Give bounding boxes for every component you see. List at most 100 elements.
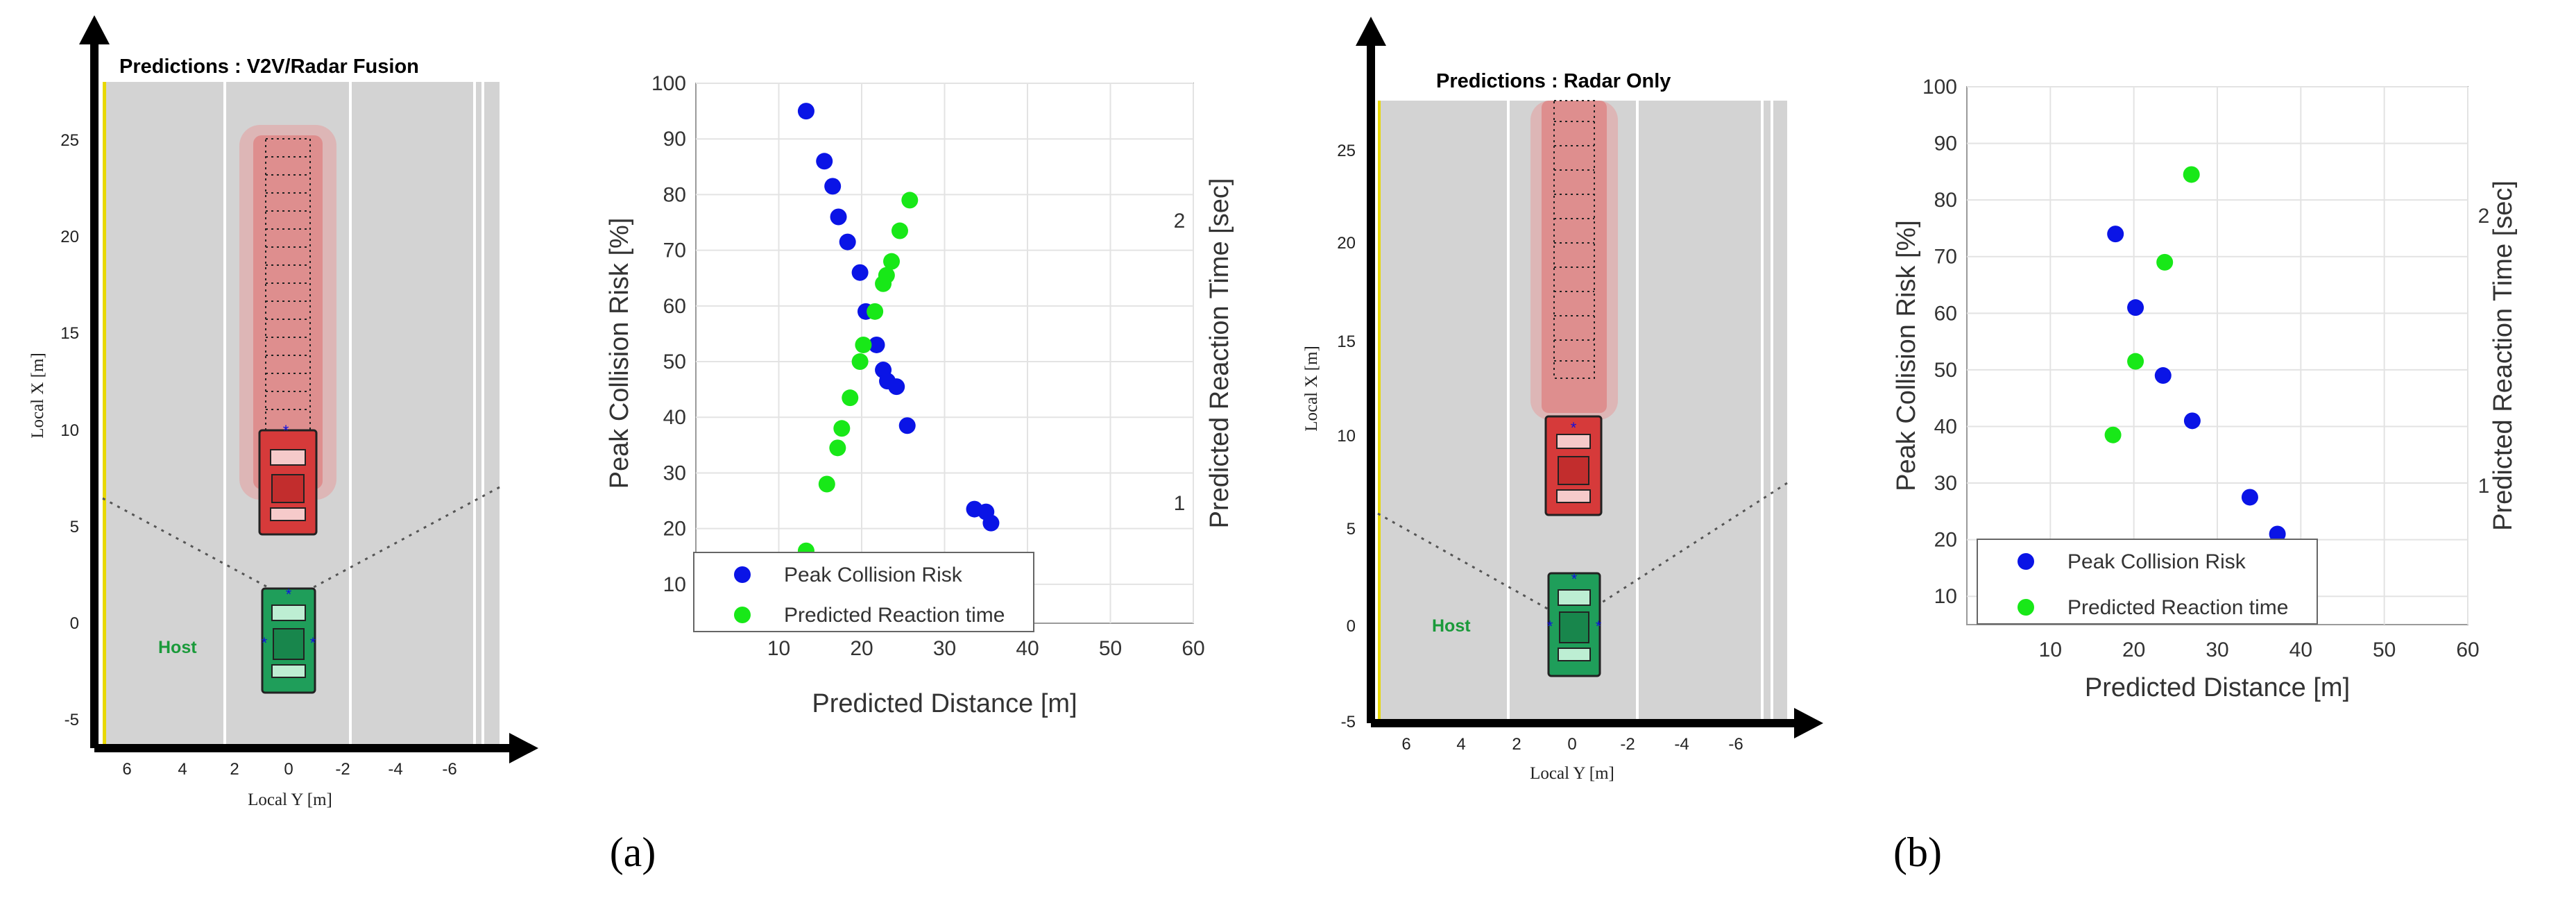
y-tick-label: 80 xyxy=(663,183,686,206)
x-axis-label: Local Y [m] xyxy=(248,790,332,809)
data-point-reaction xyxy=(833,420,851,437)
host-label: Host xyxy=(1432,616,1471,636)
data-point-risk xyxy=(851,264,869,281)
x-tick-label: 60 xyxy=(2456,638,2479,661)
x-axis-label: Predicted Distance [m] xyxy=(2085,673,2350,702)
x-tick-label: 2 xyxy=(230,760,239,779)
y-axis-label: Local X [m] xyxy=(28,353,47,439)
x-tick-label: -2 xyxy=(335,760,350,779)
y-axis-arrowhead xyxy=(1356,17,1386,46)
data-point-risk xyxy=(830,208,847,226)
y-tick-label: 80 xyxy=(1934,189,1957,212)
y-tick-label: 15 xyxy=(60,324,79,343)
data-point-risk xyxy=(839,233,856,251)
legend-label: Peak Collision Risk xyxy=(2067,550,2246,573)
lane-line xyxy=(1761,101,1764,723)
y-axis-label: Peak Collision Risk [%] xyxy=(605,218,634,489)
y-tick-label: 10 xyxy=(1934,585,1957,608)
y-tick-label: 40 xyxy=(1934,415,1957,438)
scatter-chart-a: 10 20 30 40 50 60 10 20 30 40 50 60 70 80 90 100 1 2 Predi… xyxy=(605,72,1234,718)
data-point-risk xyxy=(2241,489,2258,506)
x-tick-label: 0 xyxy=(284,760,293,779)
y2-axis-label: Predicted Reaction Time [sec] xyxy=(2489,180,2518,531)
legend-marker xyxy=(734,607,751,623)
lane-line xyxy=(473,82,476,751)
target-vehicle: * xyxy=(258,422,318,536)
road-edge-left xyxy=(103,82,106,751)
road-edge-left xyxy=(1378,101,1381,723)
legend-label: Predicted Reaction time xyxy=(784,604,1005,627)
y-tick-label: 50 xyxy=(1934,359,1957,382)
y-tick-label: 20 xyxy=(663,518,686,541)
data-point-reaction xyxy=(2156,253,2174,271)
x-axis-label: Local Y [m] xyxy=(1530,764,1614,783)
data-point-reaction xyxy=(829,439,846,457)
x-tick-label: 6 xyxy=(1401,735,1410,754)
y-tick-label: 60 xyxy=(1934,302,1957,325)
data-point-reaction xyxy=(855,336,872,353)
x-tick-label: 50 xyxy=(1099,637,1122,660)
lane-line xyxy=(1771,101,1773,723)
y-tick-label: 20 xyxy=(1934,529,1957,552)
data-point-risk xyxy=(2154,367,2172,384)
y-tick-label: 60 xyxy=(663,295,686,318)
host-label: Host xyxy=(158,638,197,657)
x-tick-label: 2 xyxy=(1512,735,1521,754)
legend-box xyxy=(693,552,1034,632)
prediction-trail xyxy=(1530,100,1618,420)
x-tick-label: 30 xyxy=(2206,638,2228,661)
x-axis-label: Predicted Distance [m] xyxy=(812,689,1077,718)
y-tick-label: 0 xyxy=(70,614,79,633)
y-tick-label: 10 xyxy=(663,573,686,596)
x-tick-label: 30 xyxy=(933,637,956,660)
y-tick-label: 30 xyxy=(1934,472,1957,495)
data-point-risk xyxy=(2107,226,2124,243)
x-tick-label: -6 xyxy=(442,760,457,779)
scatter-chart-b: 10 20 30 40 50 6010203040506070809010012Predi… xyxy=(1892,76,2518,702)
lane-line xyxy=(481,82,484,751)
y-axis-arrowhead xyxy=(79,15,110,44)
y-tick-label: 90 xyxy=(663,128,686,151)
data-point-reaction xyxy=(878,267,895,284)
x-tick-label: 0 xyxy=(1567,735,1576,754)
data-point-risk xyxy=(816,153,833,170)
x-ticks: 6 4 2 0 -2 -4 -6 xyxy=(1401,735,1743,754)
x-tick-label: 10 xyxy=(767,637,790,660)
data-point-risk xyxy=(2183,412,2201,430)
svg-text:*: * xyxy=(283,422,289,439)
data-point-risk xyxy=(824,178,842,195)
x-tick-label: 10 xyxy=(2039,638,2062,661)
svg-text:*: * xyxy=(310,634,316,652)
y-tick-label: 20 xyxy=(1337,234,1356,253)
sensor-fov-line xyxy=(1377,512,1562,618)
x-tick-label: -6 xyxy=(1728,735,1743,754)
data-point-risk xyxy=(797,103,814,120)
data-point-reaction xyxy=(2104,426,2122,443)
lane-line xyxy=(223,82,226,751)
data-point-risk xyxy=(898,417,916,434)
y-tick-label: 10 xyxy=(1337,427,1356,446)
y-tick-label: 0 xyxy=(1347,617,1356,636)
svg-text:*: * xyxy=(286,586,292,603)
y-tick-label: 70 xyxy=(1934,246,1957,269)
y2-tick-label: 1 xyxy=(1174,492,1186,515)
x-tick-label: -4 xyxy=(1674,735,1689,754)
y-tick-label: 100 xyxy=(1922,76,1957,99)
y-tick-label: 25 xyxy=(60,131,79,150)
y-tick-label: 100 xyxy=(651,72,686,95)
y-tick-label: -5 xyxy=(1341,713,1356,731)
scene-b: * * * * Host Predictions : Radar Only 25… xyxy=(1302,17,1823,783)
data-point-reaction xyxy=(883,253,901,270)
data-point-reaction xyxy=(842,389,859,407)
y-tick-label: 15 xyxy=(1337,332,1356,351)
x-tick-label: 60 xyxy=(1182,637,1204,660)
y-tick-label: 50 xyxy=(663,350,686,373)
scene-title: Predictions : Radar Only xyxy=(1436,70,1671,92)
host-vehicle: * * * xyxy=(1547,570,1602,677)
x-tick-label: 6 xyxy=(122,760,131,779)
y2-tick-label: 1 xyxy=(2478,475,2490,498)
x-tick-label: 4 xyxy=(1456,735,1465,754)
x-tick-label: -4 xyxy=(388,760,402,779)
data-point-risk xyxy=(888,378,905,396)
